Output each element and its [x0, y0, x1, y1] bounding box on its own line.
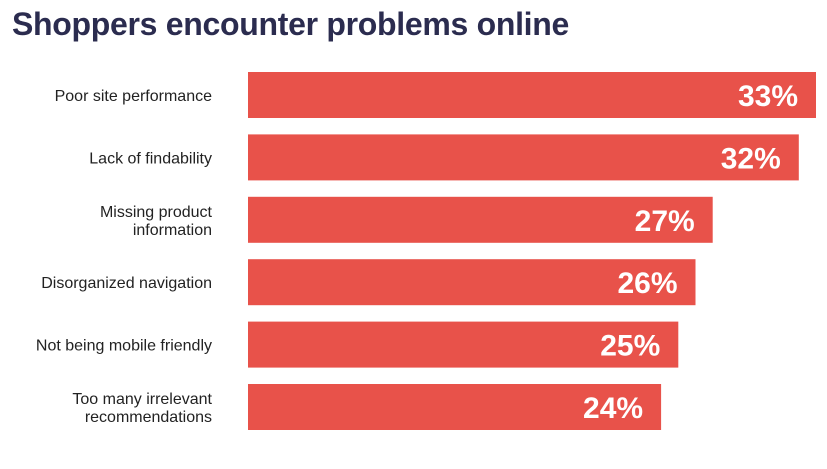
category-label: Lack of findability	[89, 150, 212, 167]
bar	[248, 259, 696, 306]
category-label: Too many irrelevant	[72, 391, 212, 408]
category-label: Poor site performance	[55, 88, 213, 105]
bar	[248, 72, 816, 118]
chart-title: Shoppers encounter problems online	[12, 6, 569, 42]
bar	[248, 196, 713, 243]
category-label: recommendations	[85, 409, 212, 426]
bar-value-label: 27%	[635, 205, 695, 238]
bar-value-label: 25%	[600, 330, 660, 363]
category-label: information	[133, 222, 212, 239]
category-label: Not being mobile friendly	[36, 338, 212, 355]
bar-value-label: 26%	[617, 267, 677, 300]
bar-value-label: 24%	[583, 392, 643, 425]
bar	[248, 134, 799, 181]
category-label: Disorganized navigation	[41, 275, 212, 292]
bar-value-label: 33%	[738, 80, 798, 113]
category-label: Missing product	[100, 204, 213, 221]
bar-value-label: 32%	[721, 142, 781, 175]
bar	[248, 321, 679, 368]
bar	[248, 384, 662, 430]
